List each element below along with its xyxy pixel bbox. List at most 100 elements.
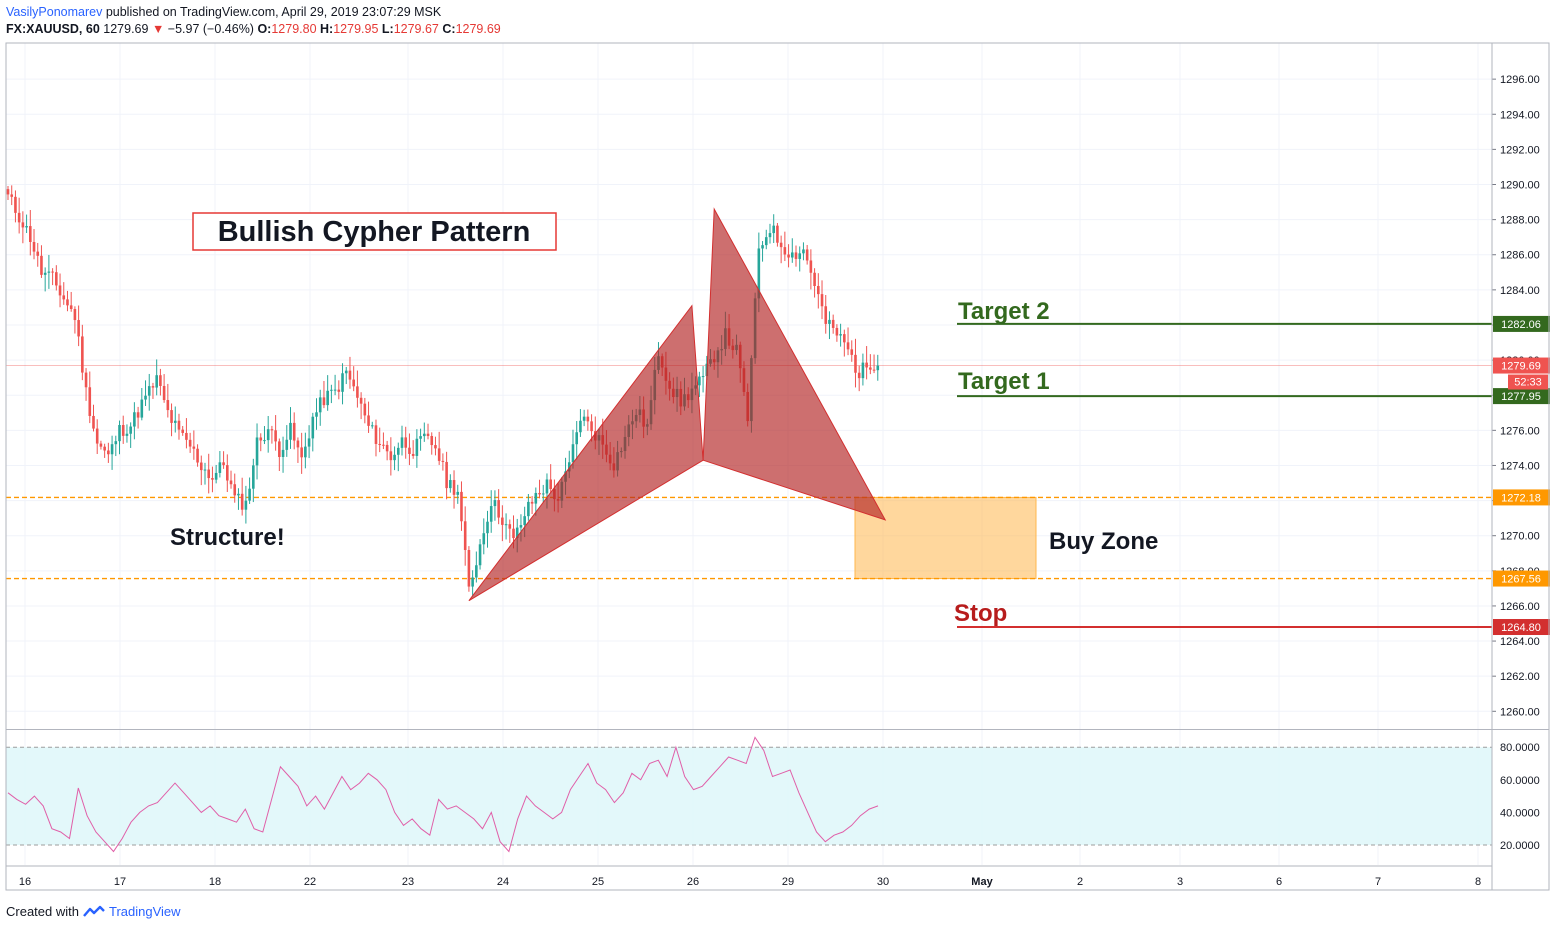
candle [850, 340, 854, 362]
candle-body [768, 233, 772, 238]
candle [813, 268, 816, 298]
candle [534, 487, 538, 516]
candle [218, 451, 222, 478]
candle-body [854, 354, 857, 373]
candle [586, 409, 590, 431]
candle-body [698, 376, 701, 386]
candle [367, 401, 370, 433]
candle [449, 474, 452, 493]
candle-body [857, 372, 861, 379]
time-tick-label: 3 [1177, 876, 1183, 888]
candle-body [304, 446, 307, 458]
candle-body [255, 437, 259, 466]
price-axis[interactable]: 1260.001262.001264.001266.001268.001270.… [1492, 74, 1550, 852]
candle [118, 420, 121, 455]
rsi-tick-label: 20.0000 [1500, 840, 1540, 852]
candle-body [876, 365, 880, 371]
candle-body [798, 253, 802, 259]
candle-body [831, 319, 835, 328]
candle [423, 422, 426, 442]
rsi-band [6, 747, 1492, 845]
candle [460, 481, 463, 531]
time-tick-label: 17 [114, 876, 126, 888]
author-link[interactable]: VasilyPonomarev [6, 5, 103, 19]
time-tick-label: 29 [782, 876, 794, 888]
candle-body [322, 397, 326, 406]
annotation-labels: Bullish Cypher Pattern Structure! Buy Zone… [170, 212, 1158, 627]
candle-body [423, 433, 426, 437]
candle-body [144, 395, 147, 400]
candle-body [519, 525, 523, 528]
cypher-pattern[interactable] [468, 207, 887, 602]
rsi-line [7, 736, 879, 853]
candle [779, 235, 783, 264]
candle [463, 506, 467, 566]
candle [501, 505, 504, 542]
candle-body [307, 438, 311, 447]
pattern-triangle-bcd [702, 207, 887, 521]
candle-body [400, 437, 404, 448]
candle-body [66, 299, 69, 306]
candle [62, 282, 66, 305]
candle [255, 423, 259, 480]
candle [203, 462, 207, 485]
candle [846, 327, 850, 356]
candle [17, 197, 21, 234]
candle [259, 433, 263, 452]
candle [356, 370, 359, 408]
candle [590, 414, 593, 442]
rsi-tick-label: 60.0000 [1500, 775, 1540, 787]
candle [304, 432, 307, 469]
candle [489, 490, 493, 533]
last-price-badge [1493, 357, 1550, 374]
candle-body [289, 422, 292, 440]
candle [352, 366, 355, 392]
candle-body [237, 493, 240, 496]
candle-body [869, 367, 872, 370]
time-axis[interactable]: 16 17 18 22 23 24 25 26 29 30 May 2 3 6 7 8 [19, 876, 1481, 888]
candle-body [315, 412, 318, 417]
candle-body [541, 493, 545, 495]
chart-canvas[interactable]: Bullish Cypher Pattern Structure! Buy Zone… [0, 0, 1555, 900]
rsi-tick-label: 80.0000 [1500, 742, 1540, 754]
candle-body [348, 370, 352, 380]
candle-body [21, 222, 25, 228]
candle-body [36, 251, 40, 256]
candle [281, 436, 285, 473]
symbol-label[interactable]: FX:XAUUSD, 60 [6, 22, 100, 36]
candle [170, 403, 173, 437]
candle [211, 466, 214, 493]
chart-frame [5, 42, 1550, 891]
candle-body [99, 443, 103, 447]
candle-body [404, 437, 408, 448]
candle [296, 437, 300, 463]
candle-body [449, 480, 452, 489]
candle-body [456, 491, 460, 495]
candle [263, 426, 266, 445]
time-tick-label: 23 [402, 876, 414, 888]
time-tick-label: 16 [19, 876, 31, 888]
candle [396, 442, 400, 472]
candle-body [151, 386, 155, 388]
candle-body [207, 469, 211, 479]
price-axis-badge-label: 1277.95 [1501, 391, 1541, 403]
tradingview-brand[interactable]: TradingView [108, 904, 181, 919]
candle [482, 518, 486, 555]
candle-body [549, 479, 552, 490]
candle-body [545, 479, 549, 494]
candle-body [802, 249, 805, 254]
candle-body [192, 446, 196, 449]
structure-label: Structure! [170, 524, 285, 551]
candle [382, 432, 385, 450]
candle [196, 444, 199, 467]
candle-body [370, 425, 374, 427]
price-tick-label: 1284.00 [1500, 285, 1540, 297]
price-tick-label: 1290.00 [1500, 180, 1540, 192]
price-tick-label: 1276.00 [1500, 425, 1540, 437]
candle [270, 425, 274, 444]
buy-zone-label: Buy Zone [1049, 528, 1158, 555]
candle-body [538, 492, 541, 495]
candle-body [356, 386, 359, 398]
candle-body [326, 390, 329, 406]
candle-body [861, 362, 865, 379]
